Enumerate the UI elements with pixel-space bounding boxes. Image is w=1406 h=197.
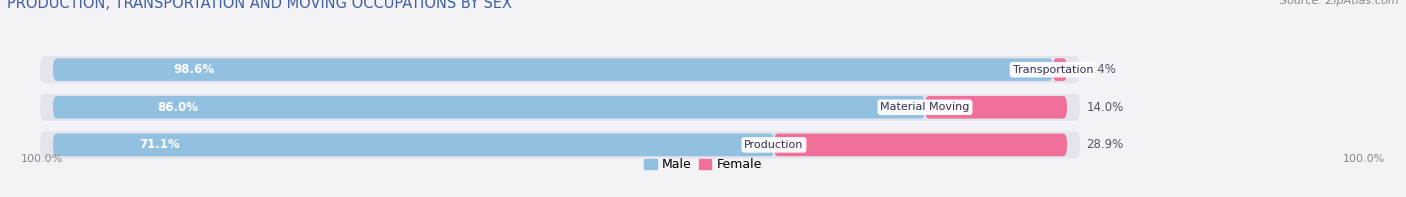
FancyBboxPatch shape <box>39 94 1080 121</box>
FancyBboxPatch shape <box>53 134 773 156</box>
Text: 100.0%: 100.0% <box>21 154 63 164</box>
FancyBboxPatch shape <box>1053 58 1067 81</box>
Text: 100.0%: 100.0% <box>1343 154 1385 164</box>
Text: 98.6%: 98.6% <box>173 63 214 76</box>
Text: 86.0%: 86.0% <box>157 101 198 114</box>
Text: Production: Production <box>744 140 804 150</box>
FancyBboxPatch shape <box>39 131 1080 158</box>
FancyBboxPatch shape <box>925 96 1067 119</box>
Text: PRODUCTION, TRANSPORTATION AND MOVING OCCUPATIONS BY SEX: PRODUCTION, TRANSPORTATION AND MOVING OC… <box>7 0 512 11</box>
Legend: Male, Female: Male, Female <box>644 158 762 171</box>
Text: 1.4%: 1.4% <box>1087 63 1116 76</box>
Text: 14.0%: 14.0% <box>1087 101 1123 114</box>
Text: Transportation: Transportation <box>1012 65 1092 75</box>
FancyBboxPatch shape <box>773 134 1067 156</box>
FancyBboxPatch shape <box>39 56 1080 83</box>
Text: 71.1%: 71.1% <box>139 138 180 151</box>
FancyBboxPatch shape <box>53 96 925 119</box>
Text: Material Moving: Material Moving <box>880 102 970 112</box>
FancyBboxPatch shape <box>53 58 1053 81</box>
Text: 28.9%: 28.9% <box>1087 138 1123 151</box>
Text: Source: ZipAtlas.com: Source: ZipAtlas.com <box>1281 0 1399 6</box>
